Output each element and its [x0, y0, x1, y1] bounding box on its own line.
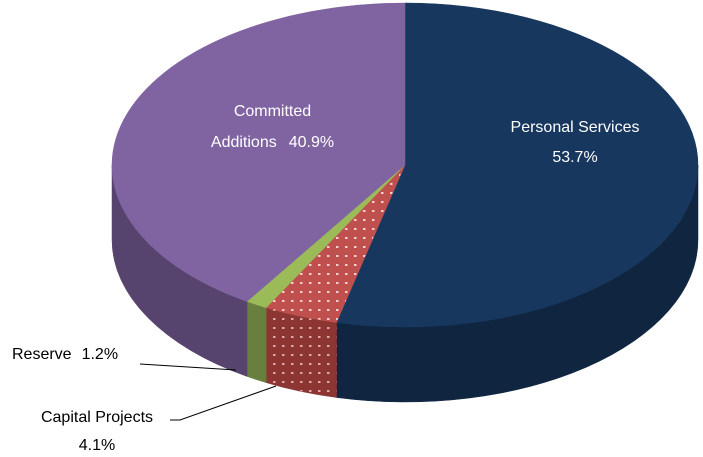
pie-slice-side	[246, 301, 267, 383]
leader-line	[170, 385, 277, 421]
category-label: Committed Additions	[210, 103, 312, 151]
value-label: 40.9%	[288, 134, 335, 151]
data-label: Committed Additions 40.9%	[200, 96, 345, 158]
category-label: Capital Projects	[40, 409, 154, 426]
pie-slice	[111, 2, 406, 302]
data-label: Capital Projects 4.1%	[22, 404, 172, 457]
category-label: Personal Services	[510, 119, 640, 136]
category-label: Reserve	[12, 346, 72, 363]
pie-slice	[336, 2, 699, 328]
value-label: 53.7%	[552, 149, 598, 166]
data-label: Personal Services 53.7%	[495, 113, 655, 173]
value-label: 1.2%	[81, 346, 119, 363]
data-label: Reserve 1.2%	[12, 340, 118, 370]
leader-line	[139, 363, 237, 371]
value-label: 4.1%	[78, 437, 116, 454]
